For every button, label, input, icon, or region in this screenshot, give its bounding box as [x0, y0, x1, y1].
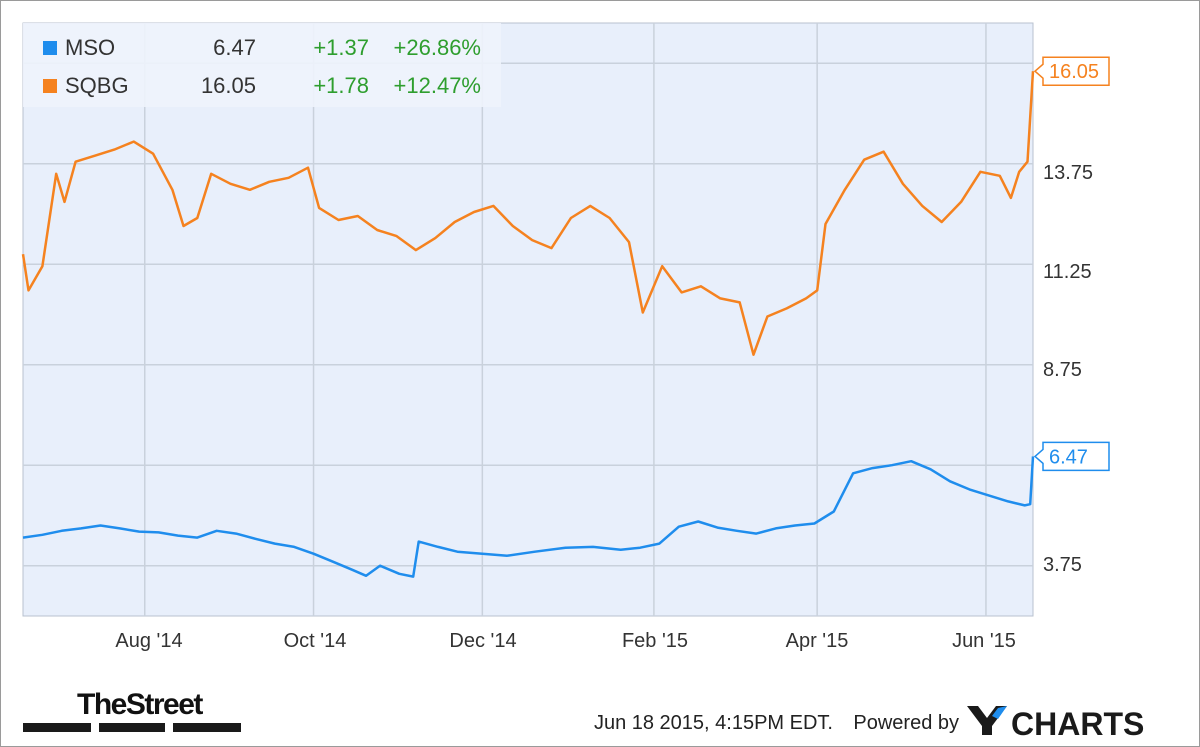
y-tick-label: 11.25 — [1043, 261, 1092, 283]
plot-area — [22, 22, 1034, 617]
publisher-logo: TheStreet — [77, 688, 203, 721]
publisher-logo-bar — [99, 723, 165, 732]
timestamp: Jun 18 2015, 4:15PM EDT. — [594, 712, 833, 734]
legend-swatch-sqbg — [43, 79, 57, 93]
legend-background — [23, 23, 501, 107]
publisher-logo-bar — [173, 723, 241, 732]
legend-change-pct-mso: +26.86% — [394, 35, 481, 60]
series-line-mso — [22, 456, 1035, 578]
legend-value-sqbg: 16.05 — [201, 73, 256, 98]
end-label-text-mso: 6.47 — [1049, 446, 1088, 468]
legend-change-pct-sqbg: +12.47% — [394, 73, 481, 98]
x-axis-ticks: Aug '14 Oct '14 Dec '14 Feb '15 Apr '15 … — [115, 630, 1016, 652]
end-label-mso: 6.47 — [1033, 441, 1110, 472]
end-label-box-sqbg — [1033, 56, 1110, 86]
footer: TheStreet Jun 18 2015, 4:15PM EDT. Power… — [23, 688, 1144, 742]
series-lines — [21, 71, 1035, 578]
end-label-box-mso — [1033, 441, 1110, 472]
legend-name-mso: MSO — [65, 35, 115, 60]
x-tick-label: Apr '15 — [786, 630, 849, 652]
ycharts-logo-text: CHARTS — [1011, 706, 1144, 742]
legend-change-mso: +1.37 — [313, 35, 369, 60]
legend-name-sqbg: SQBG — [65, 73, 129, 98]
legend: MSO 6.47 +1.37 +26.86% SQBG 16.05 +1.78 … — [23, 23, 501, 107]
x-tick-label: Aug '14 — [115, 630, 182, 652]
x-tick-label: Dec '14 — [449, 630, 516, 652]
legend-change-sqbg: +1.78 — [313, 73, 369, 98]
legend-swatch-mso — [43, 41, 57, 55]
end-label-sqbg: 16.05 — [1033, 56, 1110, 86]
x-tick-label: Feb '15 — [622, 630, 688, 652]
y-tick-label: 3.75 — [1043, 554, 1082, 576]
powered-by-label: Powered by — [853, 712, 959, 734]
y-axis-ticks: 3.75 8.75 11.25 13.75 — [1043, 162, 1093, 576]
x-tick-label: Oct '14 — [284, 630, 347, 652]
ycharts-y-icon — [967, 706, 1007, 735]
y-tick-label: 8.75 — [1043, 359, 1082, 381]
x-tick-label: Jun '15 — [952, 630, 1016, 652]
y-tick-label: 13.75 — [1043, 162, 1093, 184]
publisher-logo-bar — [23, 723, 91, 732]
end-label-text-sqbg: 16.05 — [1049, 61, 1099, 83]
legend-value-mso: 6.47 — [213, 35, 256, 60]
series-line-sqbg — [21, 71, 1035, 356]
